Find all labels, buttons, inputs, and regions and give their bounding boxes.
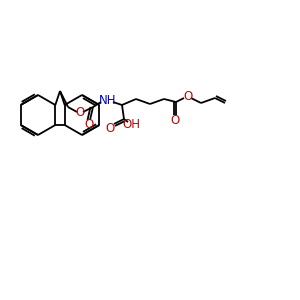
Text: O: O — [170, 113, 180, 127]
Text: O: O — [75, 106, 85, 118]
Text: O: O — [84, 118, 94, 131]
Text: O: O — [183, 91, 193, 103]
Text: O: O — [105, 122, 115, 134]
Text: OH: OH — [122, 118, 140, 130]
Text: NH: NH — [99, 94, 117, 107]
